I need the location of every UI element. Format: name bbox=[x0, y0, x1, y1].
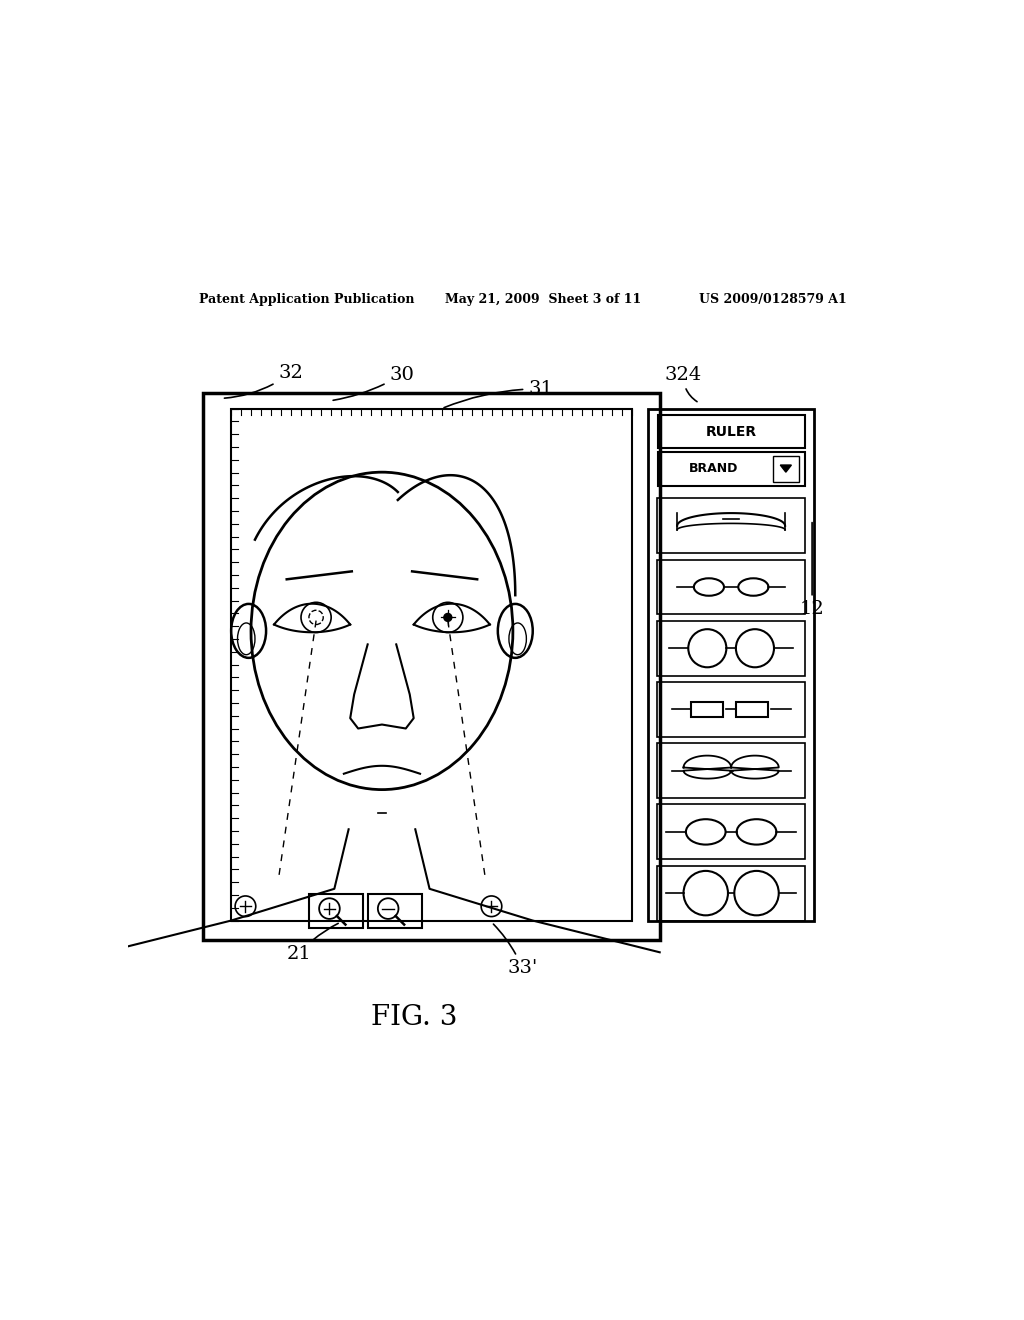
Bar bbox=[204, 393, 659, 940]
Bar bbox=[231, 409, 632, 920]
Text: 31: 31 bbox=[444, 380, 553, 408]
Text: 30: 30 bbox=[333, 366, 415, 400]
Text: 21: 21 bbox=[287, 924, 338, 962]
Bar bbox=[657, 743, 805, 799]
Text: RULER: RULER bbox=[706, 425, 757, 438]
Bar bbox=[657, 866, 805, 920]
Text: Patent Application Publication: Patent Application Publication bbox=[200, 293, 415, 306]
Bar bbox=[657, 804, 805, 859]
Text: 12: 12 bbox=[800, 523, 824, 619]
Bar bbox=[658, 453, 805, 486]
Text: FIG. 3: FIG. 3 bbox=[371, 1005, 457, 1031]
Bar bbox=[648, 409, 814, 920]
Bar bbox=[736, 701, 768, 717]
Text: US 2009/0128579 A1: US 2009/0128579 A1 bbox=[699, 293, 847, 306]
Text: May 21, 2009  Sheet 3 of 11: May 21, 2009 Sheet 3 of 11 bbox=[445, 293, 642, 306]
Bar bbox=[657, 499, 805, 553]
Bar bbox=[657, 682, 805, 737]
Bar bbox=[309, 894, 362, 928]
Text: 324: 324 bbox=[665, 366, 702, 401]
Bar bbox=[773, 457, 799, 482]
Bar bbox=[657, 620, 805, 676]
Text: 33': 33' bbox=[494, 924, 538, 977]
Bar bbox=[691, 701, 723, 717]
Bar bbox=[658, 414, 805, 449]
Polygon shape bbox=[780, 465, 792, 473]
Bar bbox=[368, 894, 422, 928]
Circle shape bbox=[443, 614, 452, 622]
Text: BRAND: BRAND bbox=[689, 462, 738, 475]
Bar bbox=[657, 560, 805, 614]
Text: 32: 32 bbox=[224, 364, 303, 399]
